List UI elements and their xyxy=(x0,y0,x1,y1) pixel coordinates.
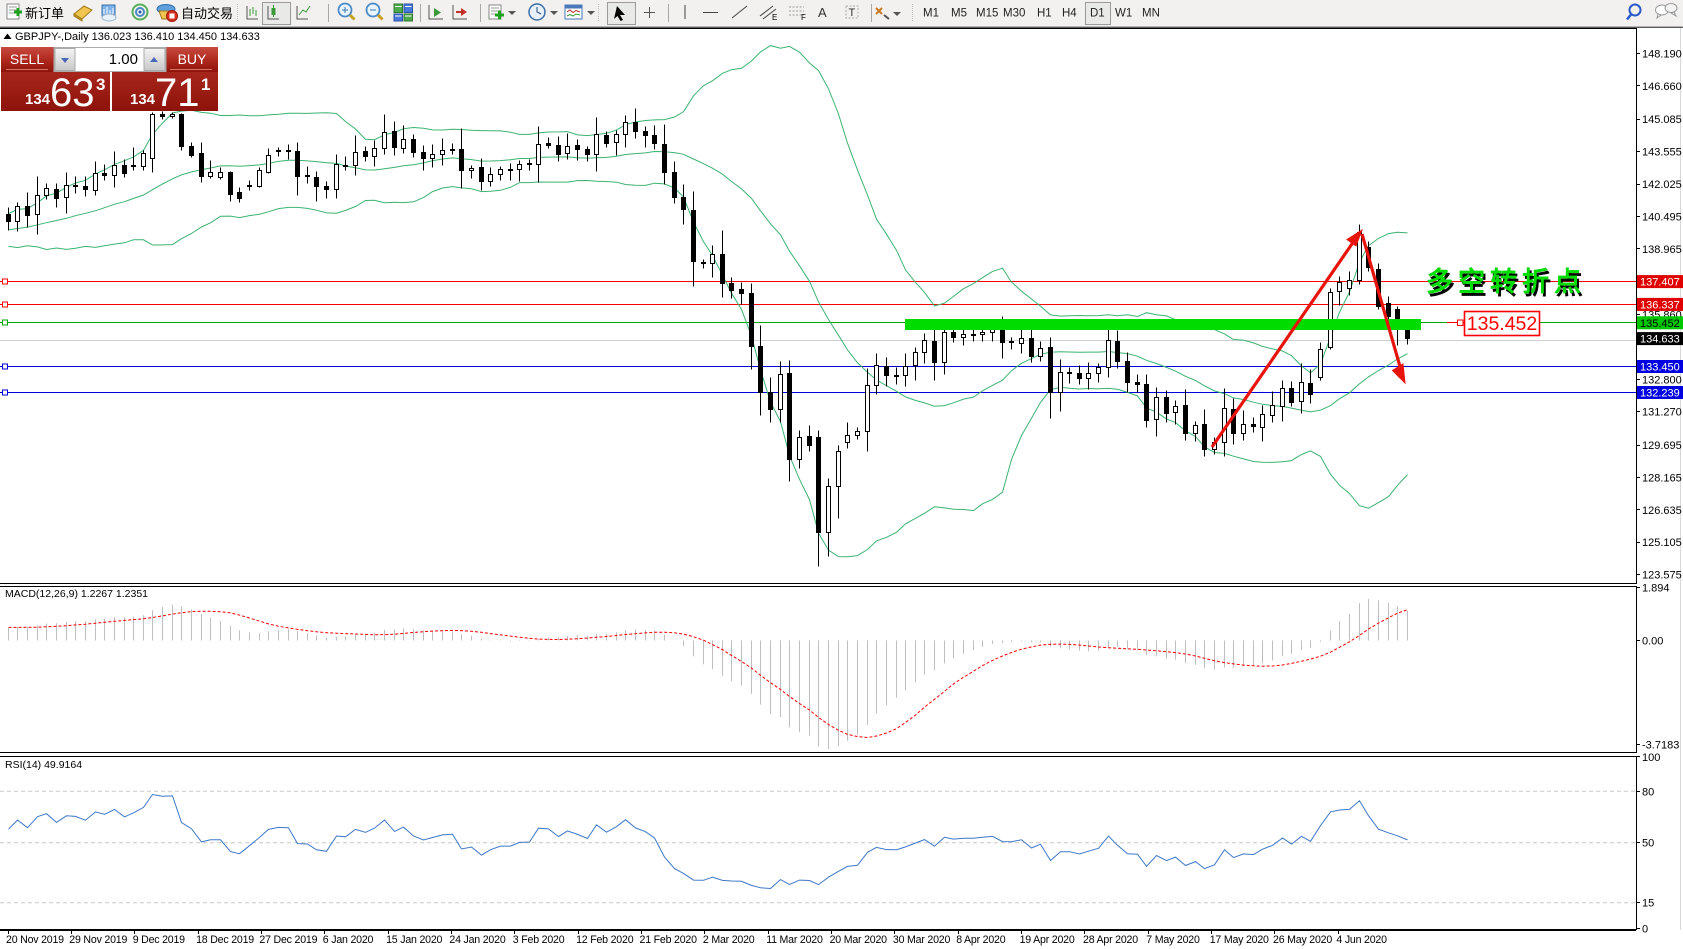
svg-text:MACD(12,26,9) 1.2267 1.2351: MACD(12,26,9) 1.2267 1.2351 xyxy=(5,588,148,600)
svg-text:131.270: 131.270 xyxy=(1642,407,1682,419)
svg-text:-3.7183: -3.7183 xyxy=(1642,740,1679,752)
svg-text:145.085: 145.085 xyxy=(1642,114,1682,126)
svg-text:9 Dec 2019: 9 Dec 2019 xyxy=(133,934,185,946)
svg-text:4 Jun 2020: 4 Jun 2020 xyxy=(1336,934,1387,946)
svg-text:15 Jan 2020: 15 Jan 2020 xyxy=(386,934,442,946)
svg-text:15: 15 xyxy=(1642,898,1654,910)
svg-text:135.452: 135.452 xyxy=(1640,318,1680,330)
svg-text:H1: H1 xyxy=(1037,8,1052,20)
svg-text:19 Apr 2020: 19 Apr 2020 xyxy=(1020,934,1075,946)
svg-text:自动交易: 自动交易 xyxy=(181,6,233,21)
svg-text:17 May 2020: 17 May 2020 xyxy=(1210,934,1269,946)
svg-text:SELL: SELL xyxy=(10,51,44,67)
svg-text:134: 134 xyxy=(25,91,51,108)
svg-text:132.800: 132.800 xyxy=(1642,374,1682,386)
svg-text:11 Mar 2020: 11 Mar 2020 xyxy=(766,934,823,946)
svg-text:H4: H4 xyxy=(1062,8,1077,20)
svg-text:多空转折点: 多空转折点 xyxy=(1426,266,1586,297)
svg-text:新订单: 新订单 xyxy=(25,6,64,21)
svg-text:M30: M30 xyxy=(1003,8,1025,20)
svg-text:6 Jan 2020: 6 Jan 2020 xyxy=(323,934,374,946)
svg-text:M5: M5 xyxy=(951,8,967,20)
svg-text:50: 50 xyxy=(1642,838,1654,850)
svg-text:T: T xyxy=(849,7,856,19)
svg-text:GBPJPY-,Daily 136.023 136.410: GBPJPY-,Daily 136.023 136.410 134.450 13… xyxy=(15,31,260,43)
svg-text:A: A xyxy=(818,5,827,20)
svg-text:140.495: 140.495 xyxy=(1642,211,1682,223)
svg-text:1.00: 1.00 xyxy=(109,51,138,68)
svg-text:MN: MN xyxy=(1142,8,1160,20)
svg-text:123.575: 123.575 xyxy=(1642,570,1682,582)
svg-text:0: 0 xyxy=(1642,923,1648,935)
svg-text:128.165: 128.165 xyxy=(1642,472,1682,484)
svg-text:M15: M15 xyxy=(976,8,998,20)
svg-text:18 Dec 2019: 18 Dec 2019 xyxy=(196,934,254,946)
svg-text:7 May 2020: 7 May 2020 xyxy=(1146,934,1200,946)
svg-text:148.190: 148.190 xyxy=(1642,49,1682,61)
svg-text:RSI(14) 49.9164: RSI(14) 49.9164 xyxy=(5,759,82,771)
svg-text:3 Feb 2020: 3 Feb 2020 xyxy=(513,934,565,946)
svg-text:26 May 2020: 26 May 2020 xyxy=(1273,934,1332,946)
svg-text:M1: M1 xyxy=(923,8,939,20)
svg-text:134.633: 134.633 xyxy=(1640,334,1680,346)
svg-text:20 Mar 2020: 20 Mar 2020 xyxy=(830,934,888,946)
svg-text:142.025: 142.025 xyxy=(1642,179,1682,191)
svg-text:63: 63 xyxy=(50,71,95,115)
svg-text:126.635: 126.635 xyxy=(1642,505,1682,517)
svg-text:2 Mar 2020: 2 Mar 2020 xyxy=(703,934,755,946)
svg-text:100: 100 xyxy=(1642,752,1660,764)
svg-text:129.695: 129.695 xyxy=(1642,440,1682,452)
svg-text:137.407: 137.407 xyxy=(1640,277,1680,289)
svg-text:80: 80 xyxy=(1642,786,1654,798)
svg-text:29 Nov 2019: 29 Nov 2019 xyxy=(69,934,127,946)
svg-text:E: E xyxy=(772,13,777,22)
svg-text:28 Apr 2020: 28 Apr 2020 xyxy=(1083,934,1138,946)
svg-text:71: 71 xyxy=(155,71,200,115)
svg-text:8 Apr 2020: 8 Apr 2020 xyxy=(956,934,1006,946)
svg-text:20 Nov 2019: 20 Nov 2019 xyxy=(6,934,64,946)
svg-text:134: 134 xyxy=(130,91,156,108)
svg-text:3: 3 xyxy=(96,75,105,94)
svg-text:0.00: 0.00 xyxy=(1642,636,1663,648)
svg-text:12 Feb 2020: 12 Feb 2020 xyxy=(576,934,634,946)
svg-text:27 Dec 2019: 27 Dec 2019 xyxy=(259,934,317,946)
svg-text:138.965: 138.965 xyxy=(1642,244,1682,256)
svg-text:多空转折点: 多空转折点 xyxy=(1428,269,1588,300)
svg-text:1: 1 xyxy=(201,75,210,94)
svg-text:W1: W1 xyxy=(1115,8,1132,20)
svg-text:135.452: 135.452 xyxy=(1467,313,1538,335)
svg-text:BUY: BUY xyxy=(178,51,207,67)
svg-text:146.660: 146.660 xyxy=(1642,81,1682,93)
svg-text:D1: D1 xyxy=(1090,8,1105,20)
svg-text:143.555: 143.555 xyxy=(1642,147,1682,159)
svg-text:1.894: 1.894 xyxy=(1642,583,1670,595)
svg-text:125.105: 125.105 xyxy=(1642,537,1682,549)
svg-text:21 Feb 2020: 21 Feb 2020 xyxy=(640,934,698,946)
svg-text:24 Jan 2020: 24 Jan 2020 xyxy=(449,934,505,946)
svg-text:136.337: 136.337 xyxy=(1640,299,1680,311)
svg-text:30 Mar 2020: 30 Mar 2020 xyxy=(893,934,951,946)
svg-text:133.450: 133.450 xyxy=(1640,362,1680,374)
svg-text:132.239: 132.239 xyxy=(1640,388,1680,400)
svg-text:F: F xyxy=(801,13,806,22)
